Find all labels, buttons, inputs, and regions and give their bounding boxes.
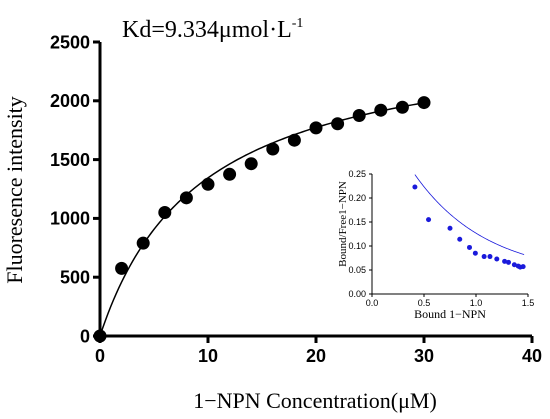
main-data-point (115, 261, 129, 275)
inset-x-tick-label: 0.0 (366, 298, 379, 308)
inset-axes (371, 174, 528, 295)
main-fit-line (99, 102, 425, 337)
main-data-point (136, 236, 150, 250)
main-y-tick-label: 1000 (50, 209, 90, 229)
inset-y-tick-label: 0.10 (348, 241, 366, 251)
chart-title-text: Kd=9.334μmol·L (122, 17, 292, 43)
main-y-tick-label: 2500 (50, 32, 90, 52)
main-x-axis-title: 1−NPN Concentration(μM) (193, 388, 437, 413)
chart-title: Kd=9.334μmol·L-1 (122, 16, 303, 43)
inset-y-tick-label: 0.25 (348, 169, 366, 179)
main-data-point (179, 191, 193, 205)
main-y-axis-title: Fluoresence intensity (2, 96, 27, 284)
inset-data-point (494, 256, 500, 262)
inset-fit-curve (414, 174, 525, 255)
main-data-point (309, 121, 323, 135)
inset-data-point (502, 258, 508, 264)
main-data-point (201, 177, 215, 191)
main-x-tick-label: 0 (95, 346, 105, 366)
main-data-point (352, 109, 366, 122)
main-y-tick-label: 0 (80, 326, 90, 346)
inset-data-point (472, 250, 478, 256)
inset-y-axis-title: Bound/Free1−NPN (337, 181, 349, 267)
inset-y-tick-label: 0.20 (348, 193, 366, 203)
main-data-point (395, 100, 409, 114)
inset-y-tick-label: 0.00 (348, 289, 366, 299)
main-data-point (374, 103, 388, 117)
main-fit-curve (99, 102, 425, 337)
inset-data-point (487, 254, 493, 260)
inset-x-tick-label: 1.5 (522, 298, 535, 308)
inset-y-tick-label: 0.05 (348, 265, 366, 275)
main-axes (98, 42, 532, 338)
main-data-points (93, 96, 431, 343)
main-y-tick-label: 500 (60, 268, 90, 288)
inset-data-point (511, 262, 517, 268)
main-data-point (158, 206, 172, 220)
chart-title-superscript: -1 (292, 16, 304, 31)
main-data-point (266, 142, 280, 156)
inset-data-point (447, 225, 453, 231)
main-chart: 0 10 20 30 40 0 500 1000 1500 2000 2500 1−NPN Con… (2, 32, 542, 413)
inset-data-point (457, 236, 463, 242)
inset-data-points (412, 184, 526, 270)
inset-fit-line (414, 174, 525, 255)
main-data-point (287, 133, 301, 147)
main-data-point (244, 157, 258, 171)
main-y-tick-label: 2000 (50, 91, 90, 111)
main-x-ticks: 0 10 20 30 40 (95, 336, 542, 366)
main-data-point (223, 167, 237, 181)
main-x-tick-label: 40 (522, 346, 542, 366)
inset-data-point (481, 254, 487, 260)
inset-data-point (426, 217, 432, 223)
main-data-point (417, 96, 431, 110)
inset-x-tick-label: 0.5 (418, 298, 431, 308)
inset-chart: 0.0 0.5 1.0 1.5 0.00 0.05 0.10 0.15 0.20 0.25 Bo… (337, 169, 534, 321)
main-x-tick-label: 30 (414, 346, 434, 366)
inset-data-point (412, 184, 418, 190)
inset-y-tick-label: 0.15 (348, 217, 366, 227)
inset-y-ticks: 0.00 0.05 0.10 0.15 0.20 0.25 (348, 169, 372, 299)
inset-x-ticks: 0.0 0.5 1.0 1.5 (366, 294, 535, 308)
inset-x-axis-title: Bound 1−NPN (414, 307, 486, 321)
main-y-tick-label: 1500 (50, 150, 90, 170)
main-y-ticks: 0 500 1000 1500 2000 2500 (50, 32, 100, 346)
main-x-tick-label: 20 (306, 346, 326, 366)
inset-data-point (520, 264, 526, 270)
inset-data-point (506, 259, 511, 265)
main-data-point (331, 117, 345, 131)
inset-data-point (467, 244, 472, 250)
main-x-tick-label: 10 (198, 346, 218, 366)
inset-x-tick-label: 1.0 (470, 298, 483, 308)
